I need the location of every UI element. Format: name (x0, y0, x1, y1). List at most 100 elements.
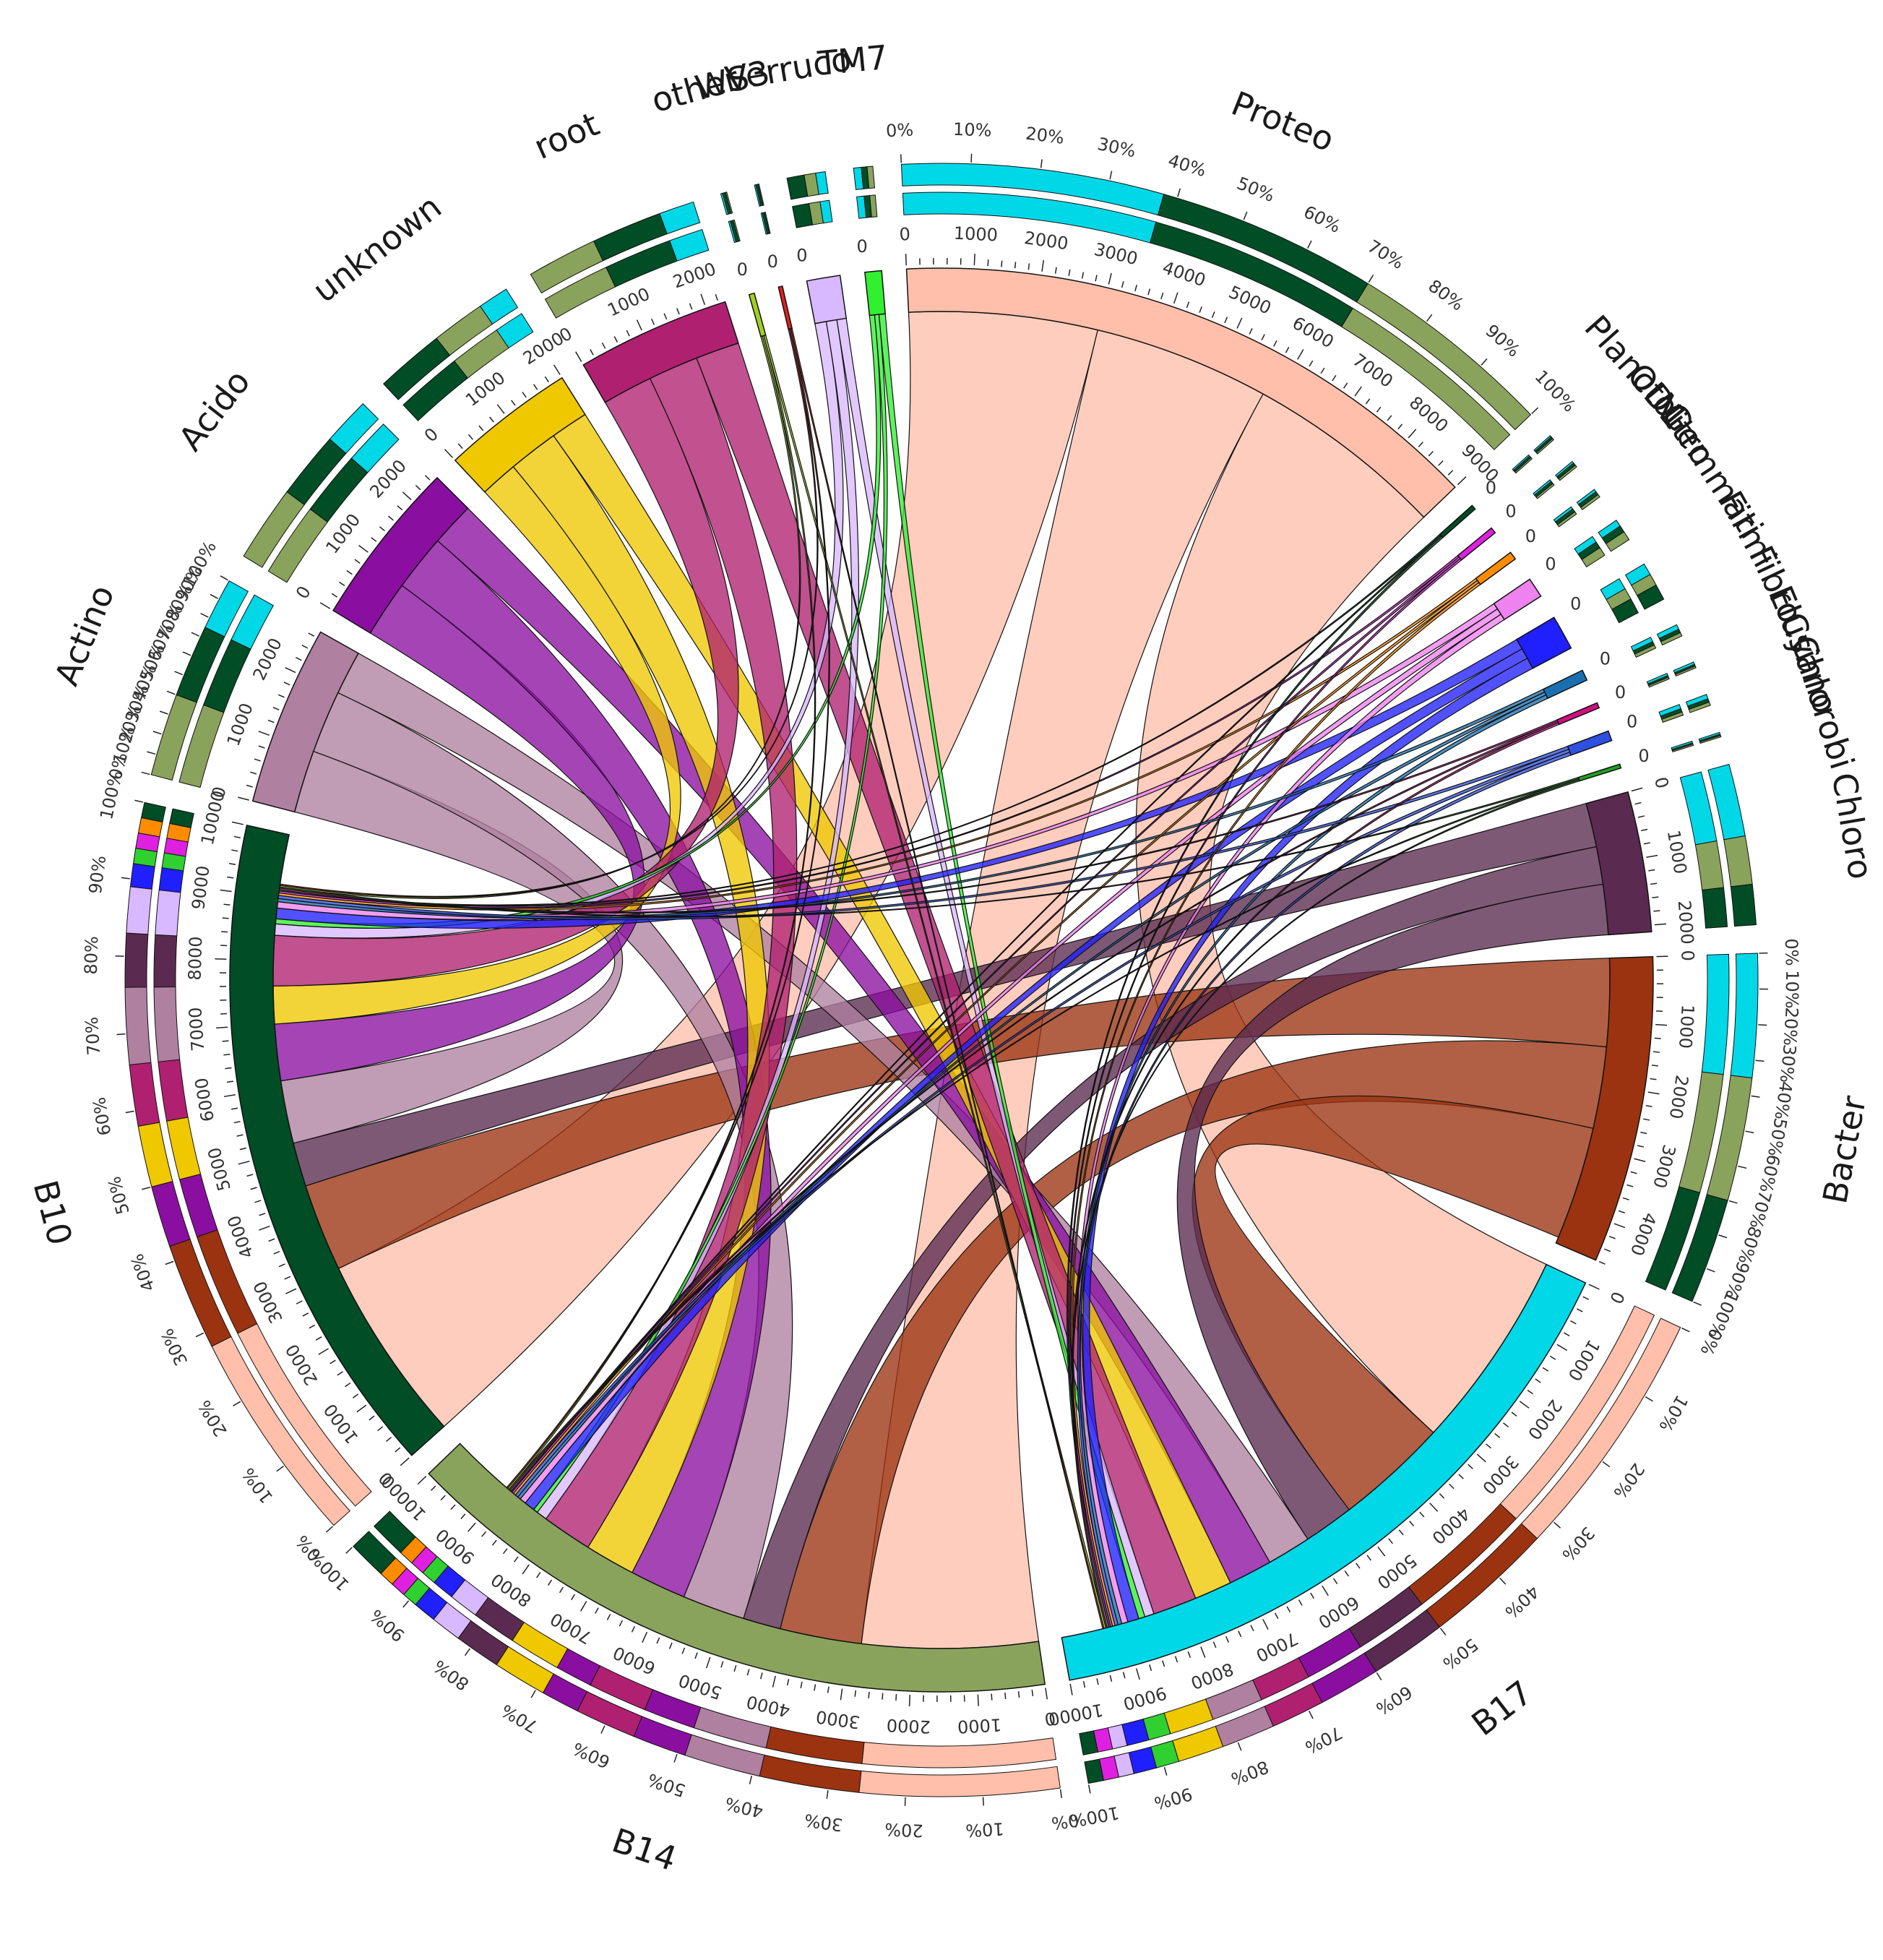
comp-ring1-WS3-2 (764, 211, 771, 234)
comp-ring1-Elusi-2 (1647, 676, 1670, 688)
tick-label-Bacter: 4000 (1626, 1210, 1660, 1258)
comp-ring1-Fibro-2 (1634, 644, 1657, 658)
pct-label-Proteo: 80% (1424, 275, 1468, 314)
tick-Acido (402, 491, 412, 501)
pct-label-Proteo: 30% (1095, 134, 1137, 161)
tick-Proteo (1447, 470, 1454, 476)
comp-ring2-Proteo-2 (1356, 283, 1532, 431)
comp-ring1-B17-6 (1163, 1698, 1214, 1735)
tick-B14 (772, 1675, 776, 1688)
tick-B14 (786, 1678, 790, 1686)
pct-tick-B14 (982, 1797, 984, 1806)
tick-Proteo (1199, 306, 1203, 313)
tick-Chloro (1648, 869, 1655, 872)
tick-label-B10: 5000 (204, 1146, 235, 1193)
tick-label-B17: 8000 (1188, 1659, 1236, 1693)
pct-tick-B10 (233, 1401, 241, 1407)
tick-Acido (346, 570, 353, 575)
tick-B14 (1045, 1688, 1048, 1700)
tick-root (575, 351, 582, 362)
tick-B10 (225, 1067, 232, 1070)
tick-B17 (1298, 1599, 1303, 1606)
comp-ring1-Actino-2 (230, 594, 274, 650)
comp-ring2-Bacter-2 (1671, 1194, 1728, 1302)
pct-tick-Bacter (1745, 1130, 1754, 1134)
pct-tick-Proteo (1177, 188, 1181, 197)
pct-tick-Bacter (1738, 1165, 1747, 1169)
tick-root (663, 313, 668, 320)
tick-label-Bacter: 2000 (1666, 1074, 1692, 1121)
tick-B14 (814, 1684, 816, 1691)
pct-label-B10: 30% (157, 1325, 191, 1369)
tick-unknown (544, 376, 549, 383)
tick-B17 (1366, 1555, 1371, 1561)
tick-Proteo (1095, 275, 1098, 282)
tick-unknown (467, 434, 473, 440)
pct-tick-B10 (125, 1110, 134, 1114)
comp-ring1-root-2 (669, 228, 710, 262)
tick-label-B14: 5000 (676, 1669, 725, 1703)
tick-Proteo (1354, 386, 1362, 397)
pct-label-B17: 90% (1152, 1784, 1194, 1813)
tick-B10 (227, 876, 234, 879)
tick-label-B10: 8000 (185, 936, 207, 981)
comp-ring2-Cyano-2 (1688, 701, 1711, 713)
tick-B14 (547, 1579, 553, 1586)
tick-B10 (220, 889, 232, 893)
tick-root (613, 336, 618, 343)
comp-ring1-Plancto-1 (1512, 455, 1532, 473)
pct-tick-B10 (116, 1033, 126, 1036)
tick-Actino (283, 682, 290, 686)
tick-Proteo (1249, 327, 1253, 335)
tick-Actino (238, 796, 249, 801)
tick-Proteo (1121, 281, 1124, 288)
pct-tick-B10 (165, 1260, 174, 1265)
tick-Proteo (1236, 317, 1243, 329)
tick-Actino (246, 784, 253, 788)
pct-tick-Actino (159, 710, 168, 715)
tick-B14 (681, 1647, 686, 1654)
comp-ring2-root-2 (659, 201, 701, 235)
tick-B10 (386, 1437, 392, 1443)
tick-label-B14: 3000 (814, 1706, 861, 1732)
pct-tick-B17 (1376, 1672, 1382, 1680)
tick-B17 (1468, 1463, 1473, 1469)
tick-B14 (606, 1614, 611, 1620)
pct-label-B14: 80% (430, 1656, 473, 1695)
tick-B17 (1069, 1683, 1073, 1695)
pct-label-Proteo: 60% (1301, 202, 1344, 237)
tick-B10 (231, 849, 238, 852)
tick-Proteo (1261, 334, 1265, 341)
tick-B17 (1332, 1578, 1338, 1584)
tick-B14 (840, 1688, 843, 1701)
tick-label-Bacter: 0 (1677, 950, 1697, 961)
comp-ring1-OD1-2 (1535, 483, 1555, 499)
tick-B17 (1122, 1672, 1126, 1679)
tick-B10 (222, 917, 229, 919)
pct-tick-B17 (1645, 1396, 1653, 1402)
tick-B14 (514, 1556, 519, 1563)
pct-label-Proteo: 100% (1531, 366, 1580, 416)
tick-B10 (238, 1161, 250, 1165)
tick-B14 (1031, 1689, 1034, 1697)
pct-label-Proteo: 90% (1481, 320, 1524, 361)
pct-label-B17: 50% (1439, 1634, 1481, 1674)
tick-B10 (285, 1288, 297, 1294)
segment-unknown (454, 377, 586, 493)
comp-ring1-Chloro-2 (1702, 887, 1728, 929)
tick-Proteo (1147, 288, 1151, 296)
pct-tick-Actino (141, 771, 150, 775)
ribbons-layer (272, 311, 1611, 1649)
tick-Proteo (1376, 406, 1382, 413)
tick-unknown (444, 449, 453, 458)
segment-Elusi (1556, 702, 1600, 726)
tick-Actino (308, 632, 315, 637)
tick-label-Chlorobi: 0 (1638, 746, 1649, 766)
pct-label-B17: 60% (1372, 1681, 1416, 1719)
tick-B14 (571, 1594, 576, 1601)
tick-B10 (395, 1447, 401, 1453)
tick-B17 (1535, 1378, 1541, 1383)
comp-ring1-Plancto-2 (1514, 457, 1533, 474)
tick-B17 (1377, 1546, 1386, 1557)
